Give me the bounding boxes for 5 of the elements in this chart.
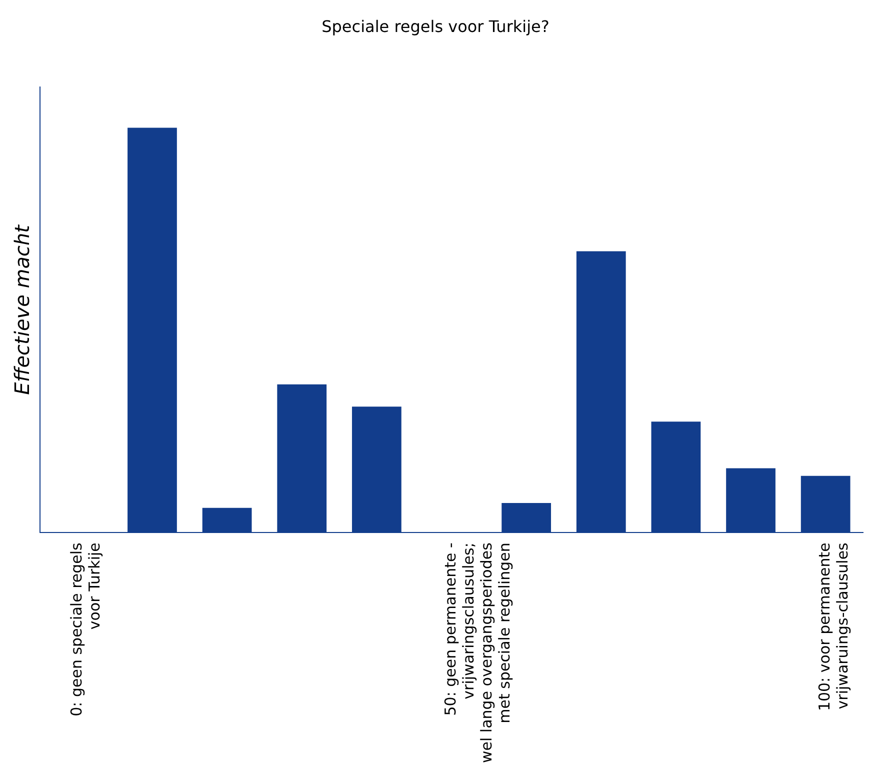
x-tick-label: 50: geen permanente - vrijwaringsclausules; wel lange overgangsperiodes met speciale regelingen bbox=[441, 542, 514, 764]
x-tick-label: 100: voor permanente vrijwaruings-clausules bbox=[815, 542, 852, 712]
chart-title: Speciale regels voor Turkije? bbox=[322, 16, 550, 36]
y-axis-title: Effectieve macht bbox=[10, 224, 34, 395]
x-tick-label: 0: geen speciale regels voor Turkije bbox=[67, 542, 104, 716]
